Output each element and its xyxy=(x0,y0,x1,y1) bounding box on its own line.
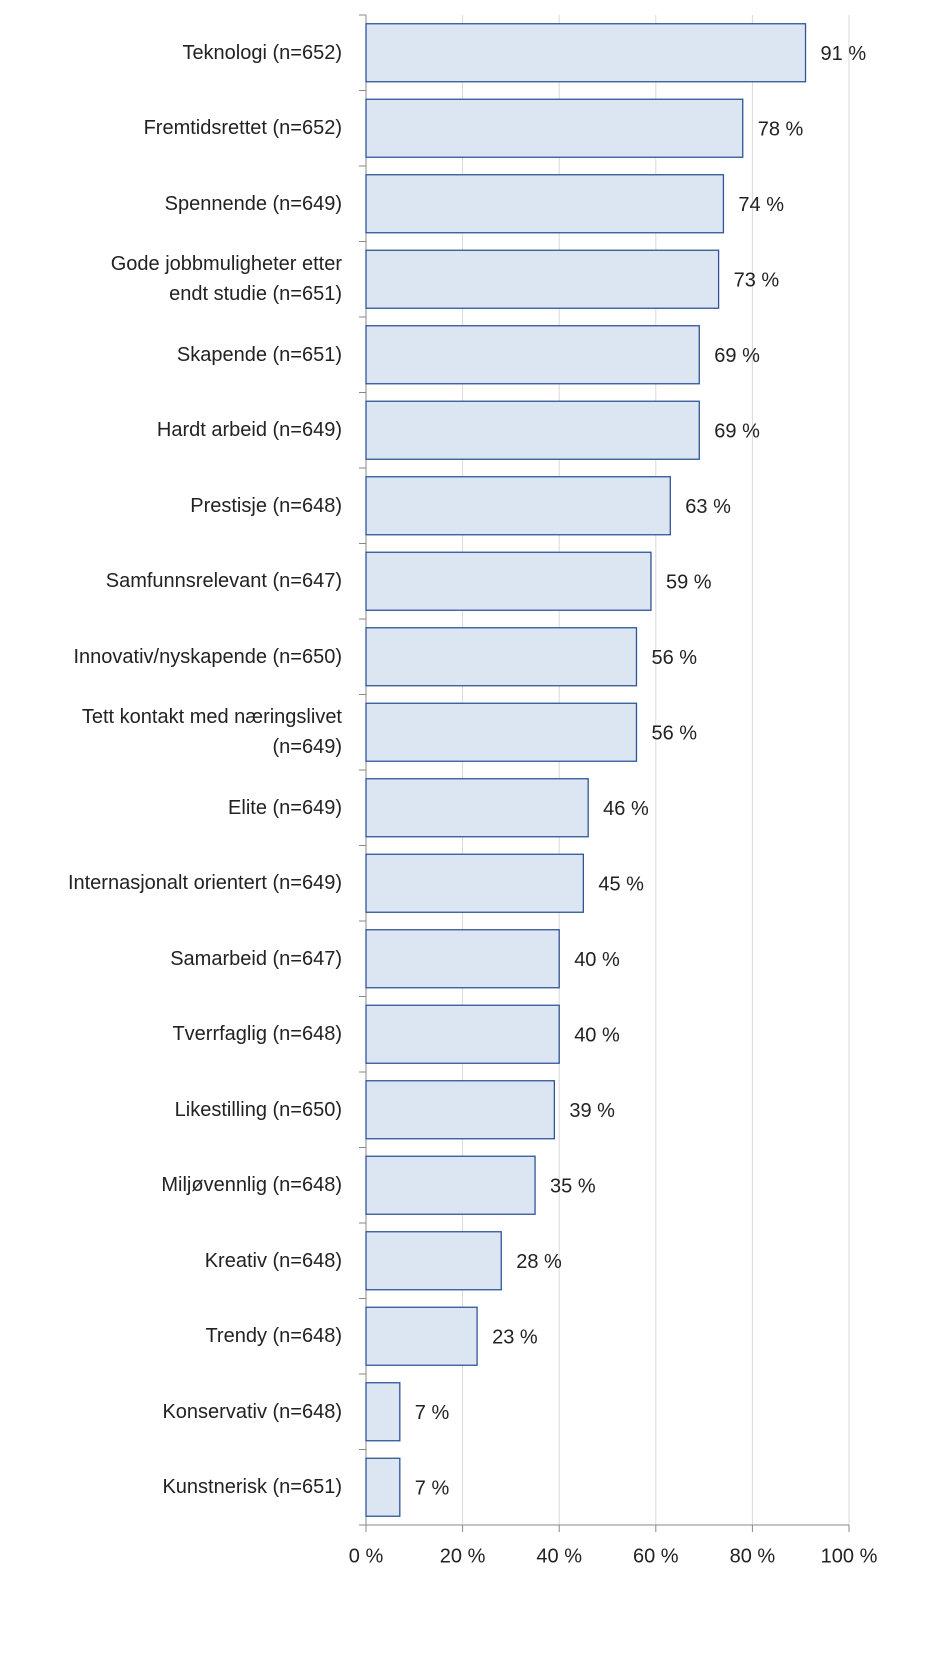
bar xyxy=(365,1231,502,1291)
bar xyxy=(365,98,744,158)
y-tick-label: Skapende (n=651) xyxy=(176,343,342,366)
bar xyxy=(365,1306,478,1366)
y-tick-label: Tverrfaglig (n=648) xyxy=(172,1023,342,1046)
bar xyxy=(365,778,589,838)
x-tick-label: 100 % xyxy=(821,1545,878,1567)
bar xyxy=(365,174,725,234)
bar xyxy=(365,1457,401,1517)
x-tick-label: 0 % xyxy=(349,1545,384,1567)
value-label: 69 % xyxy=(714,421,760,443)
value-label: 23 % xyxy=(492,1327,538,1349)
y-tick-label: Konservativ (n=648) xyxy=(162,1400,342,1423)
y-tick-label: Teknologi (n=652) xyxy=(182,41,342,64)
bar xyxy=(365,249,720,309)
y-tick-label: Elite (n=649) xyxy=(228,796,342,819)
value-label: 35 % xyxy=(550,1176,596,1198)
value-label: 7 % xyxy=(415,1478,450,1500)
y-tick-label: Tett kontakt med næringslivet (n=649) xyxy=(81,706,342,759)
bar xyxy=(365,1004,560,1064)
value-label: 56 % xyxy=(651,723,697,745)
bar xyxy=(365,1382,401,1442)
value-label: 45 % xyxy=(598,874,644,896)
bar xyxy=(365,476,671,536)
value-label: 39 % xyxy=(569,1100,615,1122)
bar xyxy=(365,627,638,687)
value-label: 40 % xyxy=(574,949,620,971)
value-label: 59 % xyxy=(666,572,712,594)
value-label: 28 % xyxy=(516,1251,562,1273)
bar xyxy=(365,853,585,913)
y-tick-label: Fremtidsrettet (n=652) xyxy=(143,117,342,140)
value-label: 74 % xyxy=(738,194,784,216)
y-tick-label: Internasjonalt orientert (n=649) xyxy=(67,872,342,895)
value-label: 73 % xyxy=(734,270,780,292)
y-tick-label: Samfunnsrelevant (n=647) xyxy=(105,570,342,593)
x-tick-label: 20 % xyxy=(440,1545,486,1567)
y-tick-label: Kreativ (n=648) xyxy=(204,1249,342,1272)
bar xyxy=(365,1155,536,1215)
value-label: 7 % xyxy=(415,1402,450,1424)
x-tick-label: 60 % xyxy=(633,1545,679,1567)
bar xyxy=(365,23,807,83)
y-tick-label: Spennende (n=649) xyxy=(164,192,342,215)
y-tick-label: Miljøvennlig (n=648) xyxy=(161,1174,342,1197)
y-tick-label: Prestisje (n=648) xyxy=(190,494,342,517)
y-tick-label: Kunstnerisk (n=651) xyxy=(162,1476,342,1499)
y-tick-label: Trendy (n=648) xyxy=(205,1325,342,1348)
bar xyxy=(365,929,560,989)
value-label: 63 % xyxy=(685,496,731,518)
y-tick-label: Likestilling (n=650) xyxy=(174,1098,342,1121)
value-label: 56 % xyxy=(651,647,697,669)
bar xyxy=(365,1080,556,1140)
bar xyxy=(365,400,700,460)
value-label: 69 % xyxy=(714,345,760,367)
value-label: 91 % xyxy=(821,43,867,65)
bar xyxy=(365,702,638,762)
bar xyxy=(365,551,652,611)
value-label: 46 % xyxy=(603,798,649,820)
y-tick-label: Samarbeid (n=647) xyxy=(170,947,342,970)
x-tick-label: 80 % xyxy=(730,1545,776,1567)
x-tick-label: 40 % xyxy=(536,1545,582,1567)
value-label: 78 % xyxy=(758,119,804,141)
y-tick-label: Hardt arbeid (n=649) xyxy=(156,419,342,442)
y-tick-label: Innovativ/nyskapende (n=650) xyxy=(73,645,342,668)
value-label: 40 % xyxy=(574,1025,620,1047)
y-tick-label: Gode jobbmuligheter etter endt studie (n… xyxy=(110,253,342,306)
bar xyxy=(365,325,700,385)
